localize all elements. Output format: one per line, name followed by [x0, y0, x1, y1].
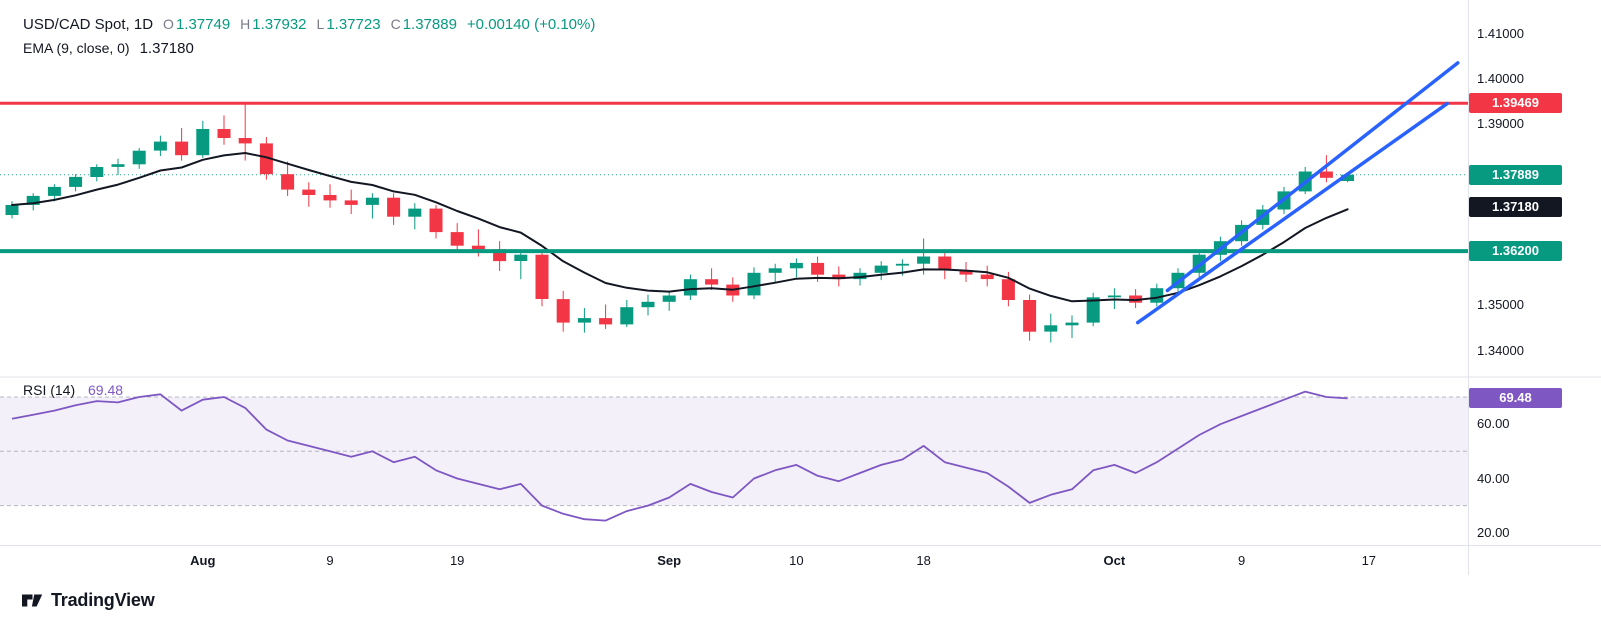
- candle-body-up: [1065, 322, 1079, 326]
- candle-body-down: [959, 270, 973, 275]
- candle-body-up: [69, 176, 83, 187]
- tradingview-logo-text: TradingView: [51, 589, 155, 610]
- candle-body-down: [450, 232, 464, 246]
- open-value: 1.37749: [175, 15, 231, 33]
- candle-body-up: [132, 150, 146, 165]
- candle-body-down: [302, 189, 316, 195]
- high-value: 1.37932: [252, 15, 307, 33]
- candle-body-up: [111, 164, 125, 167]
- rsi-legend: RSI (14) 69.48: [23, 382, 123, 398]
- candle-body-down: [599, 318, 613, 325]
- candle-body-down: [323, 195, 337, 201]
- candle-body-down: [259, 143, 273, 175]
- candle-body-down: [811, 262, 825, 275]
- rsi-indicator-label[interactable]: RSI (14): [23, 382, 76, 398]
- candle-body-down: [493, 249, 507, 262]
- high-key: H: [240, 16, 251, 32]
- tradingview-logo-icon: [22, 594, 43, 607]
- candle-body-down: [556, 299, 570, 323]
- candle-body-up: [1150, 288, 1164, 303]
- candle-body-up: [895, 263, 909, 266]
- candle-body-down: [980, 274, 994, 280]
- low-value: 1.37723: [326, 15, 381, 33]
- candle-body-up: [768, 268, 782, 273]
- change-value: +0.00140 (+0.10%): [466, 15, 596, 33]
- ema-indicator-row: EMA (9, close, 0) 1.37180: [23, 36, 595, 60]
- symbol-row: USD/CAD Spot, 1D O 1.37749 H 1.37932 L 1.37…: [23, 12, 595, 36]
- candle-body-up: [917, 256, 931, 264]
- close-key: C: [390, 16, 401, 32]
- candle-body-down: [238, 138, 252, 144]
- candle-body-down: [217, 129, 231, 138]
- candle-body-up: [641, 301, 655, 308]
- time-axis[interactable]: [0, 546, 1468, 575]
- price-axis[interactable]: [1468, 0, 1601, 575]
- candle-body-down: [832, 274, 846, 280]
- candle-body-up: [662, 295, 676, 302]
- candle-body-up: [874, 265, 888, 273]
- candle-body-up: [153, 141, 167, 151]
- candle-body-up: [1044, 325, 1058, 332]
- candle-body-down: [705, 279, 719, 285]
- candle-body-up: [1341, 174, 1355, 181]
- candle-body-down: [1319, 171, 1333, 178]
- candle-body-up: [789, 262, 803, 269]
- open-key: O: [163, 16, 174, 32]
- candle-body-up: [196, 129, 210, 156]
- candle-body-up: [1107, 295, 1121, 298]
- tradingview-logo[interactable]: TradingView: [20, 588, 155, 612]
- ema-indicator-value: 1.37180: [139, 39, 194, 57]
- candle-body-down: [1001, 279, 1015, 300]
- symbol-title[interactable]: USD/CAD Spot, 1D: [23, 15, 154, 33]
- trend-channel-upper-line[interactable]: [1165, 61, 1460, 293]
- candle-body-down: [429, 208, 443, 233]
- candle-body-down: [535, 254, 549, 299]
- candle-body-up: [514, 254, 528, 261]
- chart-canvas[interactable]: [0, 0, 1601, 575]
- candle-body-down: [281, 174, 295, 190]
- candle-body-up: [747, 272, 761, 296]
- candle-body-down: [344, 200, 358, 205]
- rsi-band: [0, 397, 1468, 506]
- candle-body-up: [5, 205, 19, 215]
- candle-body-up: [853, 272, 867, 280]
- candle-body-up: [683, 279, 697, 296]
- trend-channel-lower-line[interactable]: [1135, 101, 1449, 325]
- candle-body-down: [387, 197, 401, 217]
- candle-body-down: [471, 245, 485, 250]
- ema-line[interactable]: [11, 152, 1349, 303]
- rsi-line: [11, 390, 1348, 522]
- rsi-indicator-value: 69.48: [88, 382, 124, 398]
- close-value: 1.37889: [402, 15, 457, 33]
- low-key: L: [316, 16, 325, 32]
- ema-indicator-label[interactable]: EMA (9, close, 0): [23, 40, 130, 56]
- candle-body-up: [408, 208, 422, 217]
- candle-body-up: [620, 307, 634, 325]
- candle-body-down: [175, 141, 189, 156]
- candle-body-up: [577, 318, 591, 323]
- candle-body-up: [1086, 297, 1100, 323]
- candle-body-up: [47, 186, 61, 196]
- candle-body-up: [26, 195, 40, 205]
- candle-body-up: [90, 167, 104, 177]
- candle-body-down: [1023, 300, 1037, 332]
- symbol-legend: USD/CAD Spot, 1D O 1.37749 H 1.37932 L 1.37…: [23, 12, 595, 60]
- candle-body-up: [365, 197, 379, 205]
- candle-body-down: [938, 256, 952, 271]
